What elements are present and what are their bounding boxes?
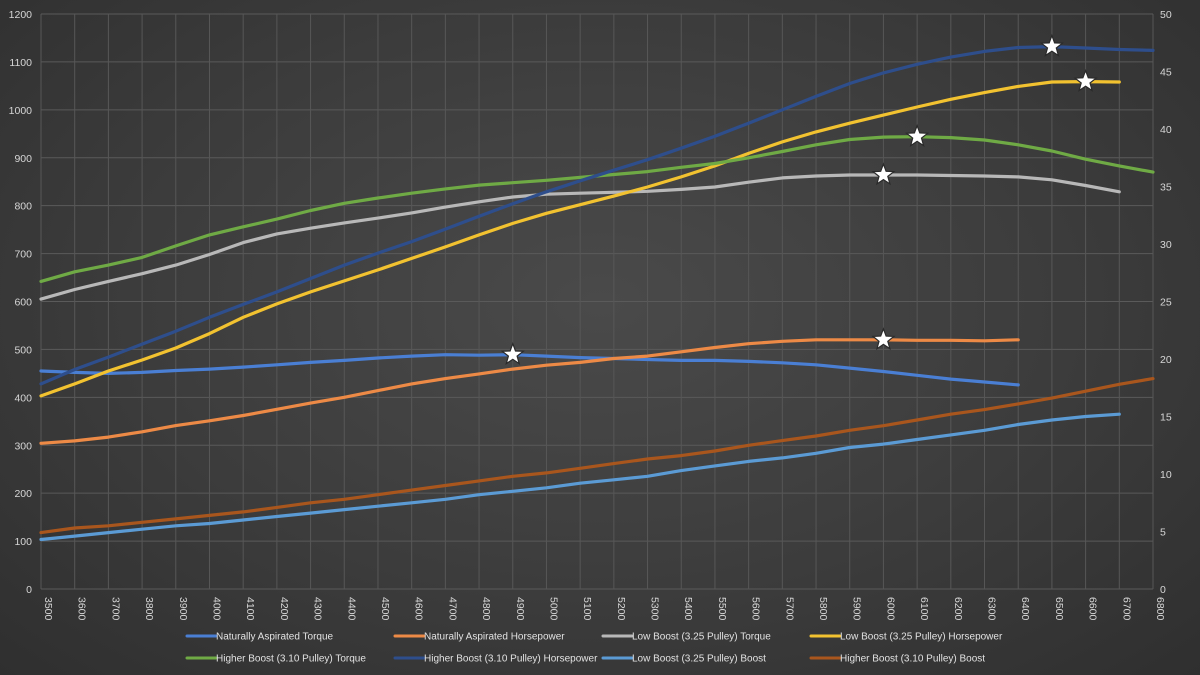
series-line-5 (39, 135, 1155, 283)
left-axis: 0 100 200 300 400 500 600 700 800 900 1000 1100 1200 (9, 9, 33, 596)
right-tick-label: 30 (1160, 239, 1172, 251)
x-tick-label: 6500 (1053, 597, 1065, 621)
x-tick-label: 5100 (581, 597, 593, 621)
left-tick-label: 900 (14, 153, 32, 165)
right-tick-label: 10 (1160, 469, 1172, 481)
x-tick-label: 6000 (884, 597, 896, 621)
peak-star-marker (871, 162, 896, 186)
left-tick-label: 600 (14, 297, 32, 309)
legend-label: Naturally Aspirated Torque (216, 632, 334, 643)
legend-label: Low Boost (3.25 Pulley) Horsepower (840, 632, 1003, 643)
legend-label: Low Boost (3.25 Pulley) Boost (632, 654, 766, 665)
right-tick-label: 50 (1160, 9, 1172, 21)
x-tick-label: 5500 (716, 597, 728, 621)
left-tick-label: 1000 (9, 105, 33, 117)
legend-label: Higher Boost (3.10 Pulley) Horsepower (424, 654, 598, 665)
right-tick-label: 20 (1160, 354, 1172, 366)
x-tick-label: 3600 (76, 597, 88, 621)
series-line-1 (39, 353, 1020, 387)
x-tick-label: 5300 (649, 597, 661, 621)
right-tick-label: 5 (1160, 527, 1166, 539)
left-tick-label: 300 (14, 440, 32, 452)
peak-star-marker (905, 123, 930, 147)
left-tick-label: 500 (14, 344, 32, 356)
right-tick-label: 25 (1160, 297, 1172, 309)
x-tick-label: 5000 (547, 597, 559, 621)
x-tick-label: 3800 (143, 597, 155, 621)
legend-label: Higher Boost (3.10 Pulley) Boost (840, 654, 985, 665)
x-tick-label: 6100 (918, 597, 930, 621)
x-tick-label: 4900 (514, 597, 526, 621)
peak-markers (500, 33, 1098, 366)
x-tick-label: 4700 (446, 597, 458, 621)
x-tick-label: 4000 (210, 597, 222, 621)
left-tick-label: 1100 (9, 57, 32, 69)
legend-label: Naturally Aspirated Horsepower (424, 632, 565, 643)
x-tick-label: 5700 (783, 597, 795, 621)
series-line-6 (39, 45, 1155, 386)
x-tick-label: 6800 (1154, 597, 1166, 621)
x-tick-label: 6400 (1019, 597, 1031, 621)
x-axis: 3500 3600 3700 3800 3900 4000 4100 4200 4300 4400… (42, 597, 1166, 621)
x-tick-label: 3900 (177, 597, 189, 621)
right-tick-label: 35 (1160, 182, 1172, 194)
x-tick-label: 4300 (312, 597, 324, 621)
left-tick-label: 200 (14, 488, 32, 500)
x-tick-label: 6600 (1087, 597, 1099, 621)
x-tick-label: 4500 (379, 597, 391, 621)
right-tick-label: 0 (1160, 584, 1166, 596)
series-line-4 (39, 80, 1121, 398)
series-line-2 (39, 338, 1020, 445)
x-tick-label: 6700 (1120, 597, 1132, 621)
series-line-3 (39, 173, 1121, 301)
peak-star-marker (500, 341, 525, 366)
grid-lines (40, 13, 1154, 590)
x-tick-label: 4200 (278, 597, 290, 621)
left-tick-label: 1200 (9, 9, 33, 21)
peak-star-marker (1073, 68, 1098, 92)
left-tick-label: 700 (14, 249, 32, 261)
x-tick-label: 4600 (413, 597, 425, 621)
x-tick-label: 6200 (952, 597, 964, 621)
peak-star-marker (871, 327, 896, 351)
x-tick-label: 5900 (851, 597, 863, 621)
series-line-7 (39, 412, 1121, 542)
x-tick-label: 5200 (615, 597, 627, 621)
x-tick-label: 5400 (682, 597, 694, 621)
right-tick-label: 15 (1160, 412, 1172, 424)
right-tick-label: 40 (1160, 124, 1172, 136)
x-tick-label: 4400 (345, 597, 357, 621)
left-tick-label: 0 (26, 584, 32, 596)
left-tick-label: 100 (14, 536, 32, 548)
left-tick-label: 800 (14, 201, 32, 213)
x-tick-label: 4100 (244, 597, 256, 621)
legend-label: Low Boost (3.25 Pulley) Torque (632, 632, 771, 643)
right-axis: 0 5 10 15 20 25 30 35 40 45 50 (1160, 9, 1172, 596)
series-line-8 (39, 377, 1155, 535)
right-tick-label: 45 (1160, 67, 1172, 79)
legend: Naturally Aspirated Torque Naturally Aspi… (185, 632, 1003, 665)
x-tick-label: 6300 (986, 597, 998, 621)
x-tick-label: 5800 (817, 597, 829, 621)
left-tick-label: 400 (14, 392, 32, 404)
x-tick-label: 3700 (109, 597, 121, 621)
x-tick-label: 5600 (750, 597, 762, 621)
x-tick-label: 3500 (42, 597, 54, 621)
legend-label: Higher Boost (3.10 Pulley) Torque (216, 654, 366, 665)
series-lines (39, 45, 1155, 542)
peak-star-marker (1039, 33, 1065, 57)
x-tick-label: 4800 (480, 597, 492, 621)
